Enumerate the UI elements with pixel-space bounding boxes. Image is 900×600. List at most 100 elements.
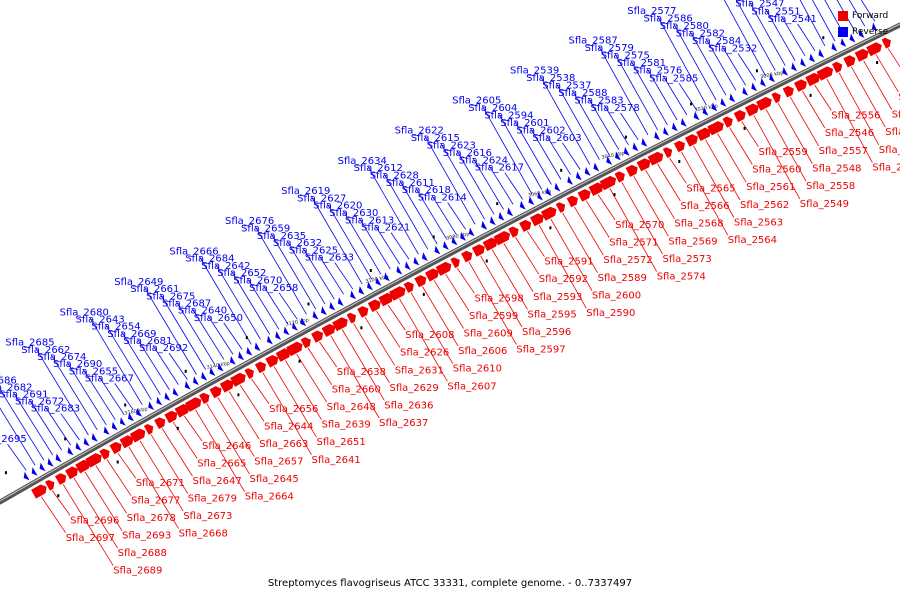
forward-gene-label: Sfla_2646 — [202, 441, 251, 452]
reverse-gene-glyph — [593, 162, 600, 172]
forward-gene-leader-line — [789, 96, 819, 147]
reverse-gene-glyph — [47, 458, 54, 467]
forward-gene-glyph — [508, 226, 519, 238]
reverse-gene-label: Sfla_2632 — [273, 238, 322, 249]
feature-marker — [613, 193, 616, 197]
reverse-gene-glyph — [39, 462, 46, 472]
forward-gene-glyph — [662, 147, 673, 158]
forward-gene-leader-line — [422, 286, 459, 347]
reverse-gene-glyph — [554, 182, 561, 192]
reverse-gene-leader-line — [82, 368, 116, 421]
reverse-gene-label: Sfla_2581 — [617, 58, 666, 69]
reverse-gene-glyph — [350, 290, 357, 300]
forward-gene-leader-line — [273, 366, 317, 438]
forward-gene-leader-line — [62, 484, 114, 566]
backbone-highlight — [0, 23, 900, 502]
forward-gene-label: Sfla_2689 — [113, 566, 162, 577]
reverse-gene-glyph — [103, 426, 110, 435]
reverse-gene-glyph — [519, 200, 526, 210]
reverse-gene-leader-line — [254, 225, 307, 315]
reverse-gene-glyph — [782, 66, 789, 76]
reverse-gene-glyph — [283, 326, 290, 336]
forward-gene-label: Sfla_2639 — [322, 420, 371, 431]
reverse-gene-glyph — [800, 57, 807, 67]
reverse-gene-label: Sfla_2605 — [452, 96, 501, 107]
forward-gene-leader-line — [887, 48, 900, 68]
reverse-gene-label: Sfla_2633 — [305, 253, 354, 264]
reverse-gene-glyph — [849, 33, 856, 43]
forward-gene-leader-line — [657, 163, 681, 202]
reverse-gene-glyph — [498, 211, 505, 221]
reverse-gene-glyph — [23, 471, 30, 481]
reverse-gene-glyph — [840, 38, 847, 47]
reverse-gene-glyph — [31, 467, 38, 476]
forward-gene-label: Sfla_2574 — [657, 272, 706, 283]
reverse-gene-label: Sfla_2652 — [217, 268, 266, 279]
kbp-tick-label: 3080 kbp — [446, 231, 470, 241]
reverse-gene-leader-line — [0, 388, 45, 461]
reverse-gene-glyph — [720, 97, 727, 107]
forward-gene-leader-line — [468, 261, 517, 345]
feature-marker — [64, 437, 67, 441]
forward-gene-label: Sfla_2590 — [586, 308, 635, 319]
forward-gene-glyph — [403, 281, 414, 293]
forward-gene-glyph — [519, 219, 532, 232]
forward-gene-label: Sfla_2561 — [746, 182, 795, 193]
reverse-gene-leader-line — [662, 75, 688, 116]
reverse-gene-glyph — [693, 111, 700, 121]
forward-gene-label: Sfla_2549 — [800, 199, 849, 210]
forward-gene-leader-line — [814, 84, 832, 111]
forward-gene-glyph — [685, 134, 698, 147]
reverse-gene-glyph — [791, 62, 798, 72]
reverse-gene-label: Sfla_2541 — [768, 14, 817, 25]
reverse-gene-label: Sfla_2675 — [146, 291, 195, 302]
reverse-gene-label: Sfla_2538 — [526, 73, 575, 84]
reverse-gene-label: Sfla_2625 — [289, 245, 338, 256]
forward-gene-glyph — [493, 231, 510, 246]
forward-gene-label: Sfla_2600 — [592, 291, 641, 302]
reverse-gene-label: Sfla_2551 — [751, 6, 800, 17]
forward-gene-label: Sfla_2593 — [533, 292, 582, 303]
forward-gene-leader-line — [480, 255, 523, 328]
forward-gene-label: Sfla_2597 — [516, 345, 565, 356]
forward-gene-label: Sfla_2589 — [598, 273, 647, 284]
forward-gene-label: Sfla_2671 — [136, 478, 185, 489]
forward-gene-glyph — [771, 92, 781, 104]
reverse-gene-label: Sfla_2577 — [627, 6, 676, 17]
forward-gene-label: Sfla_2608 — [405, 330, 454, 341]
forward-gene-glyph — [599, 175, 617, 191]
forward-gene-leader-line — [150, 434, 189, 494]
reverse-gene-label: Sfla_2614 — [418, 193, 467, 204]
feature-marker — [176, 426, 179, 430]
forward-gene-leader-line — [139, 440, 184, 512]
reverse-gene-leader-line — [159, 293, 206, 370]
forward-gene-glyph — [357, 306, 369, 318]
reverse-gene-label: Sfla_2670 — [233, 276, 282, 287]
reverse-gene-label: Sfla_2624 — [459, 155, 508, 166]
reverse-gene-leader-line — [848, 0, 866, 27]
forward-gene-leader-line — [161, 428, 193, 477]
reverse-gene-leader-line — [604, 105, 629, 146]
reverse-gene-leader-line — [28, 399, 63, 451]
reverse-gene-leader-line — [764, 8, 796, 61]
forward-gene-glyph — [636, 158, 651, 172]
forward-gene-leader-line — [117, 452, 137, 479]
reverse-gene-glyph — [654, 131, 661, 141]
reverse-gene-label: Sfla_2583 — [574, 96, 623, 107]
reverse-gene-leader-line — [168, 352, 188, 380]
reverse-gene-label: Sfla_2690 — [53, 359, 102, 370]
forward-gene-label: Sfla_2638 — [337, 367, 386, 378]
reverse-gene-glyph — [729, 93, 736, 103]
reverse-gene-glyph — [751, 82, 758, 92]
reverse-gene-glyph — [111, 421, 118, 431]
reverse-gene-leader-line — [587, 97, 620, 150]
forward-gene-leader-line — [364, 316, 396, 366]
reverse-gene-glyph — [422, 252, 428, 261]
reverse-gene-leader-line — [374, 225, 401, 265]
forward-gene-leader-line — [262, 372, 312, 456]
forward-gene-glyph — [866, 42, 882, 57]
reverse-gene-glyph — [537, 191, 543, 201]
reverse-gene-glyph — [507, 207, 514, 217]
reverse-gene-leader-line — [399, 180, 438, 245]
reverse-gene-glyph — [83, 437, 90, 447]
